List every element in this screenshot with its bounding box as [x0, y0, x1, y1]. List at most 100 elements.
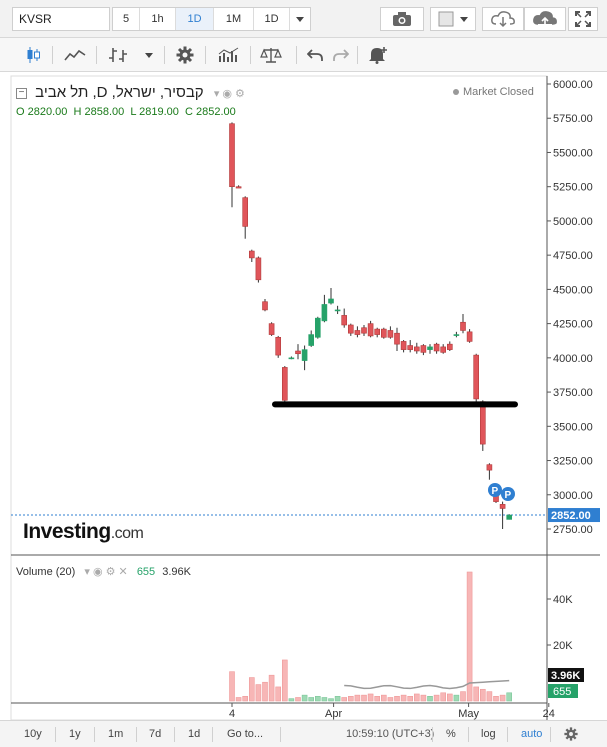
- candle: [420, 345, 427, 353]
- candle: [321, 304, 328, 322]
- bottom-divider: [280, 727, 281, 742]
- volume-bar: [334, 696, 341, 702]
- compare-scale-button[interactable]: [256, 42, 286, 68]
- bar-chart-icon: [218, 47, 239, 62]
- volume-legend-icons[interactable]: ▾ ◉ ⚙ ✕: [84, 566, 128, 578]
- legend-options-icons[interactable]: ▾ ◉ ⚙: [213, 88, 245, 100]
- undo-icon: [307, 49, 323, 61]
- event-marker-label: P: [492, 486, 499, 497]
- candle: [281, 367, 288, 401]
- save-chart-button[interactable]: [524, 7, 566, 31]
- price-chart[interactable]: 6000.00 5750.00 5500.00 5250.00 5000.00 4750.…: [0, 72, 607, 720]
- toolbar-divider: [96, 46, 97, 64]
- indicators-button[interactable]: [104, 42, 134, 68]
- volume-bar: [493, 696, 499, 702]
- interval-5[interactable]: 5: [113, 8, 140, 30]
- candles-style-button[interactable]: [20, 42, 46, 68]
- interval-1h[interactable]: 1h: [140, 8, 176, 30]
- price-tick-label: 2750.00: [553, 524, 593, 536]
- volume-bar: [407, 696, 414, 702]
- volume-bar: [374, 696, 381, 702]
- last-price-label: 2852.00: [551, 510, 591, 522]
- market-status: Market Closed: [453, 86, 534, 98]
- scale-balance-icon: [260, 48, 282, 63]
- goto-date-button[interactable]: Go to...: [227, 728, 264, 740]
- candle: [334, 309, 341, 312]
- volume-bar: [235, 697, 242, 702]
- range-7d[interactable]: 7d: [149, 728, 162, 740]
- undo-button[interactable]: [303, 42, 327, 68]
- price-tick-label: 4250.00: [553, 319, 593, 331]
- interval-1m[interactable]: 1M: [214, 8, 254, 30]
- fullscreen-button[interactable]: [568, 7, 598, 31]
- indicators-dropdown[interactable]: [138, 42, 160, 68]
- volume-bar: [301, 694, 308, 702]
- price-tick-label: 3750.00: [553, 387, 593, 399]
- plot-frame: [10, 75, 548, 720]
- candle: [446, 343, 453, 350]
- volume-ma-value: 3.96K: [162, 566, 191, 578]
- candle: [314, 317, 321, 338]
- range-10y[interactable]: 10y: [24, 728, 42, 740]
- toolbar-divider: [205, 46, 206, 64]
- price-tick-label: 3500.00: [553, 421, 593, 433]
- volume-tick-label: 20K: [553, 640, 573, 652]
- volume-bar: [460, 691, 466, 702]
- settings-button[interactable]: [171, 42, 199, 68]
- time-tick-label: 24: [543, 708, 555, 720]
- candle: [242, 197, 248, 227]
- volume-bar: [314, 696, 321, 702]
- volume-bar: [506, 692, 513, 702]
- snapshot-button[interactable]: [380, 7, 424, 31]
- range-1m[interactable]: 1m: [108, 728, 124, 740]
- volume-bar: [380, 694, 387, 702]
- interval-dropdown[interactable]: [290, 8, 310, 30]
- volume-bar: [446, 693, 453, 702]
- volume-bar: [440, 692, 447, 702]
- volume-bar: [420, 694, 427, 702]
- compare-button[interactable]: [60, 42, 90, 68]
- volume-bar: [400, 694, 407, 702]
- volume-ma-badge: [548, 668, 584, 682]
- candle: [506, 514, 513, 520]
- range-1d[interactable]: 1d: [188, 728, 201, 740]
- redo-button[interactable]: [329, 42, 353, 68]
- volume-bar: [361, 694, 367, 702]
- auto-scale-toggle[interactable]: auto: [521, 728, 543, 740]
- market-status-label: Market Closed: [463, 86, 534, 98]
- toolbar-divider: [250, 46, 251, 64]
- symbol-title: תל אביב ,D ,קבסיר, ישראל: [35, 84, 204, 101]
- volume-bar: [321, 697, 328, 702]
- ohlc-values: O 2820.00 H 2858.00 L 2819.00 C 2852.00: [16, 106, 236, 118]
- candle: [394, 332, 400, 345]
- candle: [374, 328, 381, 335]
- volume-bar: [394, 696, 400, 702]
- symbol-input[interactable]: KVSR: [12, 7, 110, 31]
- percent-scale-toggle[interactable]: %: [446, 728, 456, 740]
- interval-1d[interactable]: 1D: [176, 8, 214, 30]
- candle: [440, 346, 447, 353]
- log-scale-toggle[interactable]: log: [481, 728, 496, 740]
- add-alert-button[interactable]: [364, 42, 392, 68]
- price-tick-label: 5500.00: [553, 147, 593, 159]
- price-tick-label: 4000.00: [553, 353, 593, 365]
- volume-profile-button[interactable]: [214, 42, 244, 68]
- candle: [361, 327, 367, 334]
- candle: [354, 330, 361, 335]
- last-price-badge: [548, 508, 600, 523]
- time-tick-label: May: [458, 708, 479, 720]
- time-tick-label: Apr: [325, 708, 342, 720]
- camera-icon: [393, 12, 411, 26]
- chart-properties-button[interactable]: [564, 727, 578, 742]
- candle: [328, 298, 334, 304]
- color-picker-button[interactable]: [430, 7, 476, 31]
- legend-collapse-icon[interactable]: −: [16, 87, 27, 99]
- range-1y[interactable]: 1y: [69, 728, 81, 740]
- interval-custom[interactable]: 1D: [254, 8, 290, 30]
- volume-bar: [288, 698, 295, 702]
- load-chart-button[interactable]: [482, 7, 524, 31]
- volume-bar: [367, 693, 374, 702]
- price-tick-label: 3000.00: [553, 490, 593, 502]
- bottom-divider: [550, 727, 551, 742]
- volume-value: 655: [136, 566, 156, 578]
